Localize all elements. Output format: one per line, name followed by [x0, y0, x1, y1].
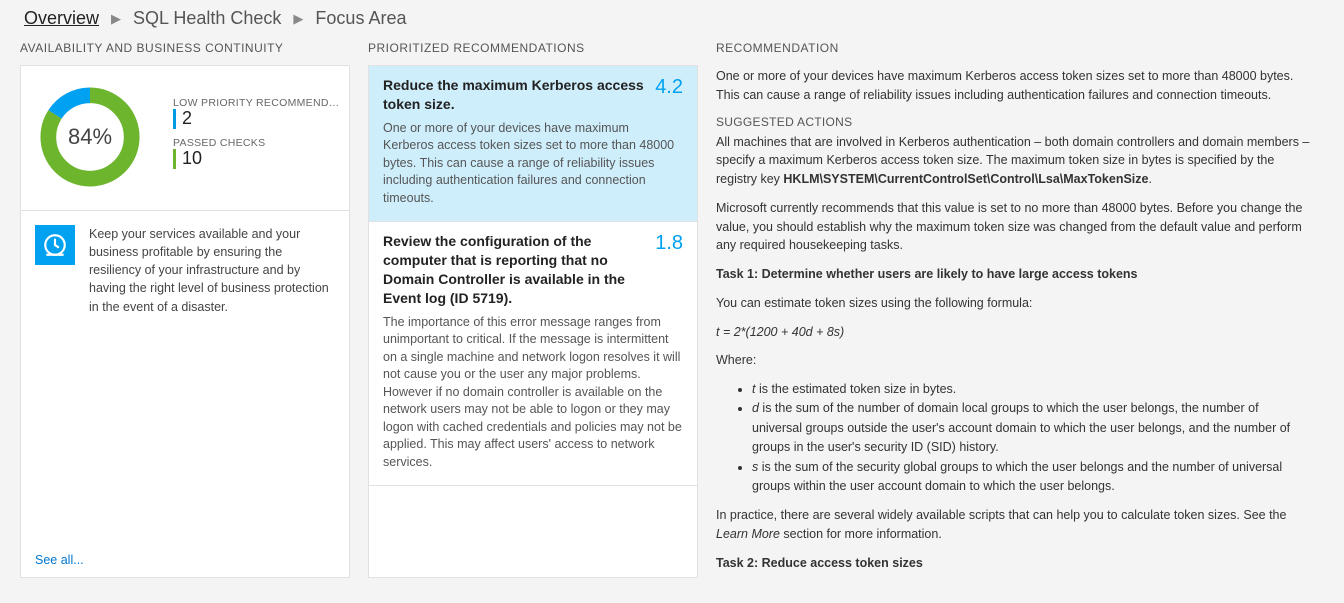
donut-percent-label: 84% [35, 82, 145, 192]
recommendation-detail-panel: One or more of your devices have maximum… [716, 65, 1324, 578]
task1-bullet: d is the sum of the number of domain loc… [752, 399, 1310, 457]
chevron-right-icon: ▶ [293, 11, 303, 27]
recommendation-column: RECOMMENDATION One or more of your devic… [716, 41, 1324, 578]
recommendation-item-desc: One or more of your devices have maximum… [383, 120, 683, 208]
breadcrumb: Overview ▶ SQL Health Check ▶ Focus Area [0, 0, 1344, 41]
suggested-para-1: All machines that are involved in Kerber… [716, 133, 1310, 189]
availability-column: AVAILABILITY AND BUSINESS CONTINUITY 84%… [20, 41, 350, 578]
see-all-link[interactable]: See all... [35, 553, 84, 567]
availability-info-tile: Keep your services available and your bu… [21, 211, 349, 330]
recommendation-list: Reduce the maximum Kerberos access token… [369, 66, 697, 486]
recommendation-item[interactable]: Review the configuration of the computer… [369, 222, 697, 486]
task1-formula: t = 2*(1200 + 40d + 8s) [716, 323, 1310, 342]
chevron-right-icon: ▶ [111, 11, 121, 27]
task2-title: Task 2: Reduce access token sizes [716, 554, 1310, 573]
prioritized-panel: Reduce the maximum Kerberos access token… [368, 65, 698, 578]
clock-icon [35, 225, 75, 265]
learn-more-text: Learn More [716, 527, 780, 541]
recommendation-title: RECOMMENDATION [716, 41, 1324, 55]
breadcrumb-sql-health[interactable]: SQL Health Check [133, 8, 281, 29]
recommendation-summary: One or more of your devices have maximum… [716, 67, 1310, 105]
recommendation-item-score: 1.8 [655, 232, 683, 255]
low-priority-value: 2 [173, 109, 343, 129]
task1-bullet-list: t is the estimated token size in bytes.d… [716, 380, 1310, 496]
suggested-actions-title: SUGGESTED ACTIONS [716, 115, 1310, 129]
task1-p1: You can estimate token sizes using the f… [716, 294, 1310, 313]
prioritized-column: PRIORITIZED RECOMMENDATIONS Reduce the m… [368, 41, 698, 578]
availability-title: AVAILABILITY AND BUSINESS CONTINUITY [20, 41, 350, 55]
recommendation-item[interactable]: Reduce the maximum Kerberos access token… [369, 66, 697, 222]
passed-checks-value: 10 [173, 149, 343, 169]
availability-panel: 84% LOW PRIORITY RECOMMENDATIO... 2 PASS… [20, 65, 350, 578]
availability-stats-tile[interactable]: 84% LOW PRIORITY RECOMMENDATIO... 2 PASS… [21, 66, 349, 211]
breadcrumb-overview[interactable]: Overview [24, 8, 99, 29]
task1-p2: In practice, there are several widely av… [716, 506, 1310, 544]
availability-info-text: Keep your services available and your bu… [89, 225, 335, 316]
recommendation-item-title: Reduce the maximum Kerberos access token… [383, 76, 645, 114]
prioritized-title: PRIORITIZED RECOMMENDATIONS [368, 41, 698, 55]
suggested-para-2: Microsoft currently recommends that this… [716, 199, 1310, 255]
registry-key: HKLM\SYSTEM\CurrentControlSet\Control\Ls… [783, 172, 1148, 186]
task1-bullet: t is the estimated token size in bytes. [752, 380, 1310, 399]
low-priority-label: LOW PRIORITY RECOMMENDATIO... [173, 97, 343, 109]
recommendation-item-score: 4.2 [655, 76, 683, 99]
breadcrumb-focus-area[interactable]: Focus Area [315, 8, 406, 29]
task1-bullet: s is the sum of the security global grou… [752, 458, 1310, 497]
recommendation-item-title: Review the configuration of the computer… [383, 232, 645, 308]
task1-title: Task 1: Determine whether users are like… [716, 265, 1310, 284]
donut-chart: 84% [35, 82, 145, 192]
task1-where: Where: [716, 351, 1310, 370]
recommendation-detail-scroll[interactable]: One or more of your devices have maximum… [716, 65, 1324, 578]
recommendation-item-desc: The importance of this error message ran… [383, 314, 683, 472]
